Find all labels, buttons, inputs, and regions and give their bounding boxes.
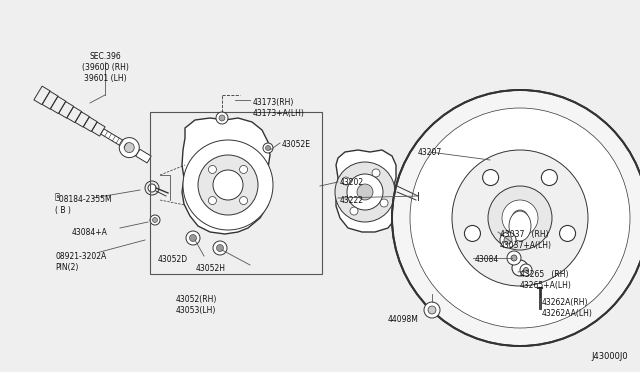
Circle shape <box>216 112 228 124</box>
Text: 08921-3202A
PIN(2): 08921-3202A PIN(2) <box>55 252 106 272</box>
Circle shape <box>465 225 481 241</box>
Text: SEC.396
(39600 (RH)
39601 (LH): SEC.396 (39600 (RH) 39601 (LH) <box>81 52 129 83</box>
Circle shape <box>507 251 521 265</box>
Circle shape <box>148 184 156 192</box>
Circle shape <box>152 218 157 222</box>
Circle shape <box>213 241 227 255</box>
Ellipse shape <box>509 211 531 241</box>
Circle shape <box>263 143 273 153</box>
Polygon shape <box>136 149 151 163</box>
Circle shape <box>500 232 516 248</box>
Circle shape <box>511 255 517 261</box>
Text: 43037   (RH)
43037+A(LH): 43037 (RH) 43037+A(LH) <box>500 230 552 250</box>
Circle shape <box>342 177 350 185</box>
Circle shape <box>424 302 440 318</box>
Text: 43265   (RH)
43265+A(LH): 43265 (RH) 43265+A(LH) <box>520 270 572 290</box>
Circle shape <box>512 210 528 226</box>
Circle shape <box>209 196 216 205</box>
Circle shape <box>119 138 140 158</box>
Circle shape <box>150 215 160 225</box>
Circle shape <box>347 174 383 210</box>
Text: 43173(RH)
43173+A(LH): 43173(RH) 43173+A(LH) <box>253 98 305 118</box>
Circle shape <box>504 236 512 244</box>
Circle shape <box>520 264 532 276</box>
Circle shape <box>488 186 552 250</box>
Circle shape <box>350 207 358 215</box>
Text: 43052H: 43052H <box>196 264 226 273</box>
Circle shape <box>380 199 388 207</box>
Circle shape <box>335 162 395 222</box>
Bar <box>150 112 322 274</box>
Circle shape <box>183 140 273 230</box>
Circle shape <box>124 142 134 153</box>
Circle shape <box>559 225 575 241</box>
Circle shape <box>186 231 200 245</box>
Circle shape <box>410 108 630 328</box>
Text: 43207: 43207 <box>418 148 442 157</box>
Circle shape <box>410 191 420 201</box>
Circle shape <box>357 184 373 200</box>
Circle shape <box>189 234 196 241</box>
Circle shape <box>502 200 538 236</box>
Circle shape <box>512 260 528 276</box>
Circle shape <box>266 145 271 151</box>
Circle shape <box>541 170 557 186</box>
Polygon shape <box>182 118 270 234</box>
Circle shape <box>198 155 258 215</box>
Text: J43000J0: J43000J0 <box>592 352 628 361</box>
Text: 43084+A: 43084+A <box>72 228 108 237</box>
Text: Ⓑ: Ⓑ <box>55 192 60 201</box>
Circle shape <box>452 150 588 286</box>
Circle shape <box>216 244 223 251</box>
Text: 43262A(RH)
43262AA(LH): 43262A(RH) 43262AA(LH) <box>542 298 593 318</box>
Circle shape <box>524 267 529 273</box>
Circle shape <box>219 115 225 121</box>
Text: 43084: 43084 <box>475 255 499 264</box>
Text: 43052E: 43052E <box>282 140 311 149</box>
Circle shape <box>392 90 640 346</box>
Text: 43202: 43202 <box>340 178 364 187</box>
Circle shape <box>483 170 499 186</box>
Text: 44098M: 44098M <box>388 315 419 324</box>
Circle shape <box>428 306 436 314</box>
Circle shape <box>213 170 243 200</box>
Circle shape <box>239 166 248 173</box>
Text: 43052D: 43052D <box>158 255 188 264</box>
Text: 43052(RH)
43053(LH): 43052(RH) 43053(LH) <box>175 295 217 315</box>
Circle shape <box>372 169 380 177</box>
Text: °08184-2355M
( B ): °08184-2355M ( B ) <box>55 195 111 215</box>
Polygon shape <box>101 129 131 150</box>
Circle shape <box>239 196 248 205</box>
Text: 43222: 43222 <box>340 196 364 205</box>
Circle shape <box>209 166 216 173</box>
Polygon shape <box>336 150 396 232</box>
